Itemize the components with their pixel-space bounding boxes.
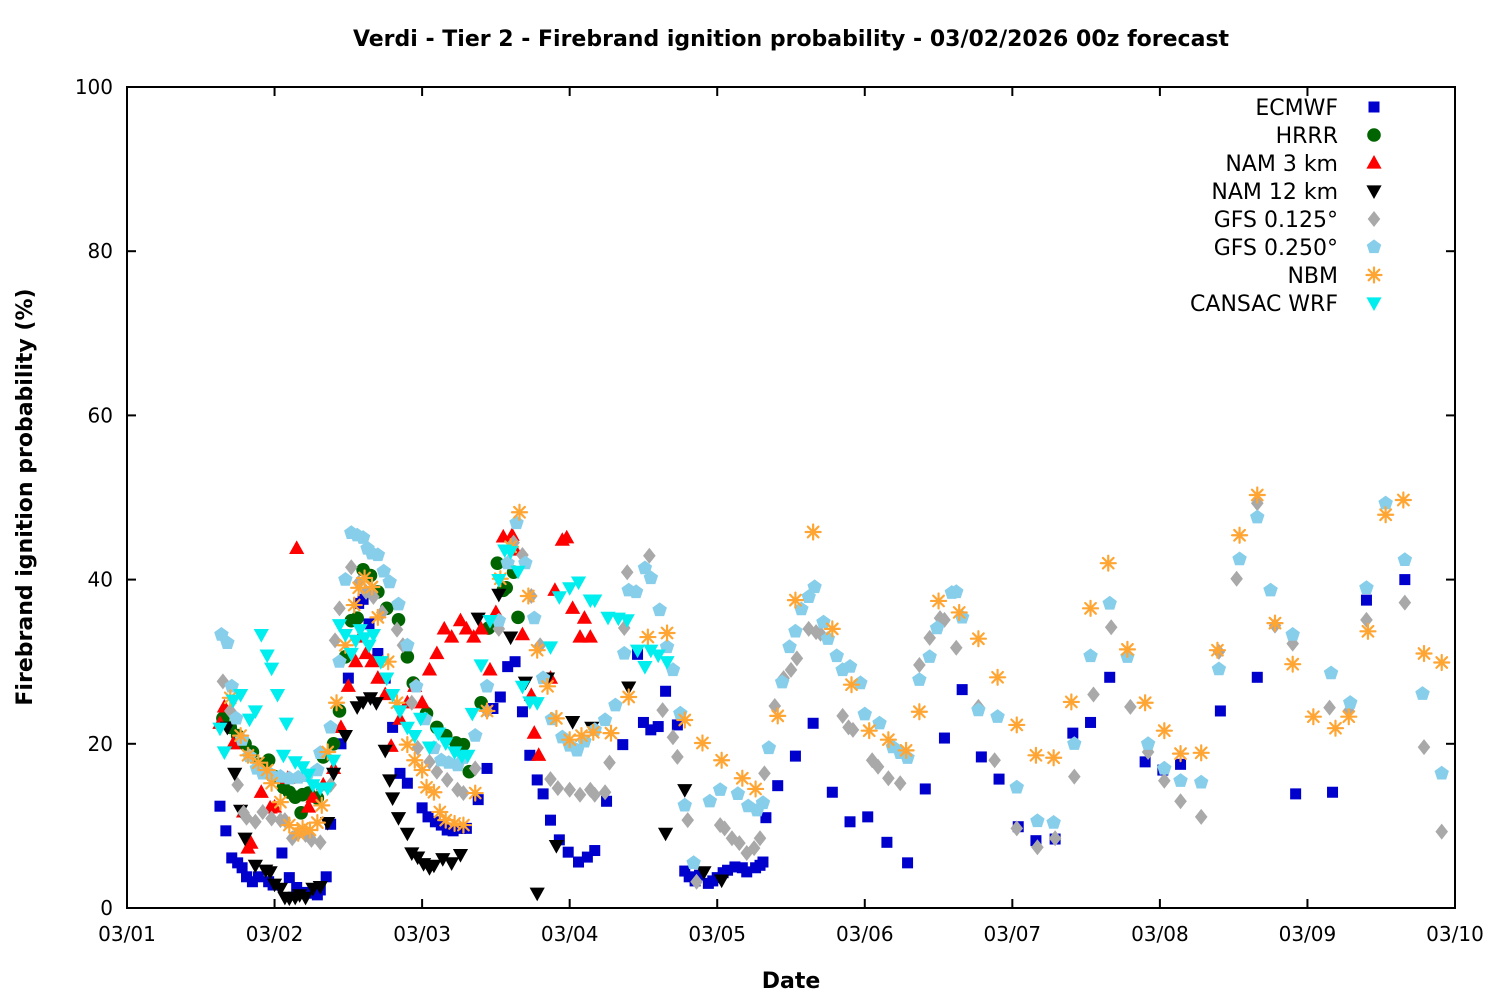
legend-label: NAM 3 km [1225, 152, 1338, 177]
x-axis-label: Date [762, 969, 821, 994]
legend-marker-icon [1366, 155, 1382, 169]
series-nbm [221, 486, 1451, 842]
legend-label: NBM [1287, 264, 1338, 289]
x-tick-label: 03/03 [393, 922, 451, 946]
plot-frame [126, 86, 1456, 909]
legend-label: ECMWF [1255, 96, 1338, 121]
y-axis: 0 20 40 60 80 100 [75, 75, 1455, 920]
legend: ECMWF HRRR NAM 3 km NAM 12 km GFS 0.125° GFS … [1190, 96, 1383, 317]
legend-item-nbm: NBM [1287, 264, 1383, 289]
y-tick-label: 60 [88, 403, 113, 427]
legend-item-gfs-0-250-: GFS 0.250° [1214, 236, 1382, 261]
legend-marker-icon [1366, 297, 1382, 311]
legend-label: NAM 12 km [1211, 180, 1338, 205]
legend-marker-icon [1366, 185, 1382, 199]
series-cansac-wrf [212, 544, 675, 797]
legend-label: HRRR [1276, 124, 1338, 149]
x-tick-label: 03/07 [984, 922, 1042, 946]
chart-title: Verdi - Tier 2 - Firebrand ignition prob… [353, 27, 1230, 52]
x-tick-label: 03/08 [1131, 922, 1189, 946]
x-tick-label: 03/04 [541, 922, 599, 946]
legend-label: CANSAC WRF [1190, 292, 1338, 317]
x-tick-label: 03/09 [1279, 922, 1337, 946]
x-tick-label: 03/10 [1426, 922, 1484, 946]
legend-marker-icon [1365, 266, 1383, 284]
legend-label: GFS 0.250° [1214, 236, 1338, 261]
legend-marker-icon [1366, 239, 1382, 254]
x-tick-label: 03/05 [688, 922, 746, 946]
series-gfs-0-125- [216, 495, 1449, 890]
y-tick-label: 0 [100, 896, 113, 920]
x-tick-label: 03/02 [246, 922, 304, 946]
legend-marker-icon [1367, 128, 1381, 142]
x-axis: 03/01 03/02 03/03 03/04 03/05 03/06 03/07 03/08… [98, 87, 1484, 946]
legend-item-cansac-wrf: CANSAC WRF [1190, 292, 1382, 317]
y-tick-label: 20 [88, 732, 113, 756]
legend-marker-icon [1368, 101, 1380, 113]
legend-item-ecmwf: ECMWF [1255, 96, 1380, 121]
x-tick-label: 03/06 [836, 922, 894, 946]
legend-item-nam-3-km: NAM 3 km [1225, 152, 1382, 177]
legend-item-gfs-0-125-: GFS 0.125° [1214, 208, 1381, 233]
legend-item-nam-12-km: NAM 12 km [1211, 180, 1382, 205]
series-nam-3-km [212, 527, 598, 854]
legend-item-hrrr: HRRR [1276, 124, 1381, 149]
y-axis-label: Firebrand ignition probability (%) [13, 288, 38, 705]
legend-label: GFS 0.125° [1214, 208, 1338, 233]
x-tick-label: 03/01 [98, 922, 156, 946]
y-tick-label: 40 [88, 568, 113, 592]
y-tick-label: 80 [88, 239, 113, 263]
legend-marker-icon [1367, 211, 1381, 227]
y-tick-label: 100 [75, 75, 113, 99]
